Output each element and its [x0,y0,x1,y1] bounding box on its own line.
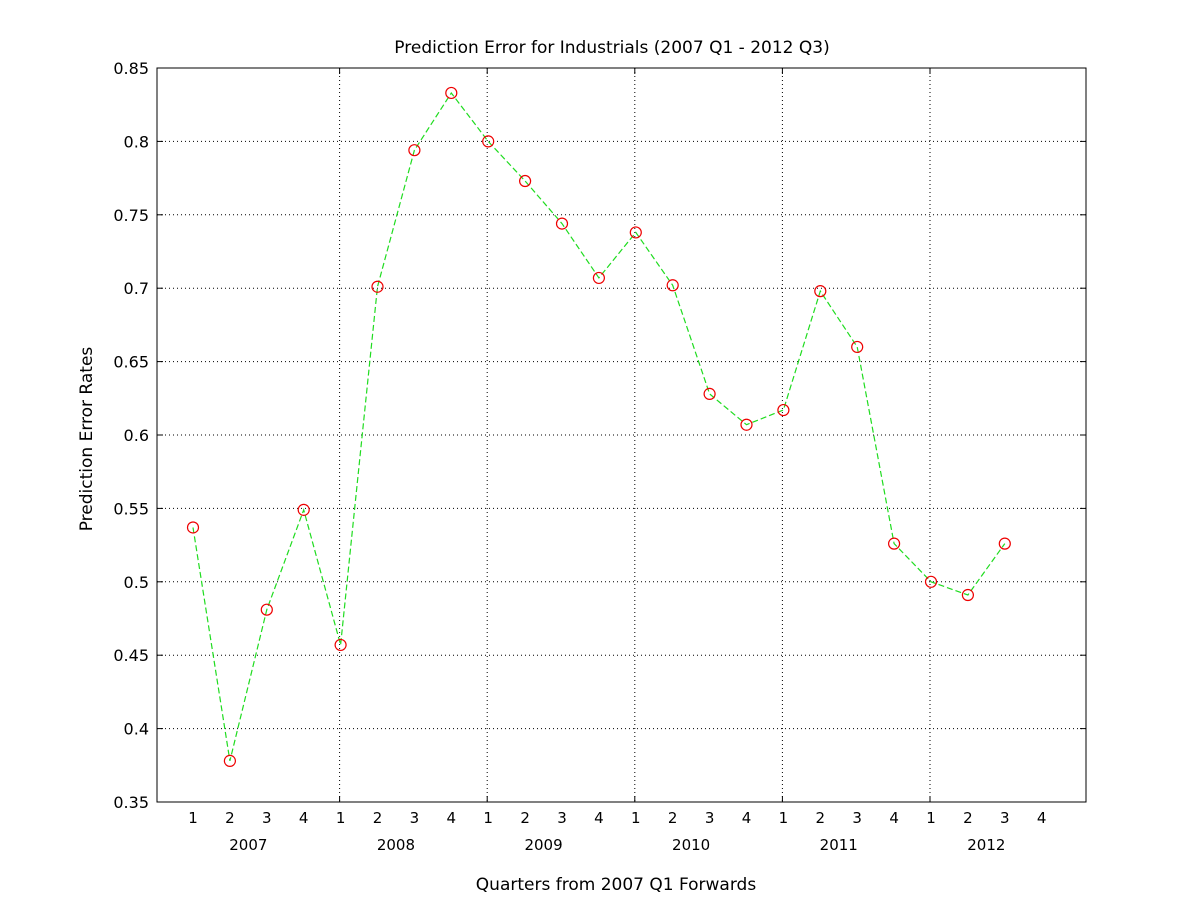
y-tick-label: 0.6 [124,426,149,445]
x-tick-label: 2 [373,809,383,827]
x-tick-label: 1 [336,809,346,827]
x-axis-label: Quarters from 2007 Q1 Forwards [476,875,757,895]
x-tick-label: 2 [963,809,973,827]
x-tick-label: 4 [594,809,604,827]
y-axis-label: Prediction Error Rates [77,347,97,532]
x-tick-label: 1 [779,809,789,827]
x-tick-label: 1 [926,809,936,827]
x-tick-label: 3 [410,809,420,827]
x-tick-label: 3 [1000,809,1010,827]
x-tick-label: 1 [483,809,493,827]
data-point [223,754,236,767]
x-axis-ticks: 1 2 3 4 1 2 3 4 1 2 3 4 1 2 3 4 1 2 3 4 1 2 3 4 [188,68,1046,827]
data-point [555,217,569,230]
year-label: 2011 [820,836,858,854]
x-tick-label: 4 [889,809,899,827]
data-point [186,521,200,534]
y-tick-label: 0.85 [113,59,149,78]
data-point [924,575,938,588]
y-tick-label: 0.7 [124,279,149,298]
data-point [408,144,421,157]
data-point [887,537,901,550]
data-point [703,387,716,400]
y-tick-label: 0.4 [124,720,149,739]
data-series [186,86,1011,767]
year-labels: 2007 2008 2009 2010 2011 2012 [229,836,1005,854]
data-point [297,503,310,516]
data-point [371,280,384,293]
x-tick-label: 1 [188,809,198,827]
y-tick-label: 0.5 [124,573,149,592]
x-tick-label: 2 [225,809,235,827]
plot-frame [156,67,1087,803]
y-axis-ticks: 0.35 0.4 0.45 0.5 0.55 0.6 0.65 0.7 0.75 0.8 0.85 [113,59,1086,812]
y-tick-label: 0.35 [113,793,149,812]
data-point [629,226,642,239]
x-tick-label: 4 [299,809,309,827]
data-point [998,537,1011,550]
x-tick-label: 2 [816,809,826,827]
data-point [740,418,753,431]
year-label: 2009 [524,836,562,854]
y-tick-label: 0.65 [113,353,149,372]
data-point [961,588,975,602]
x-tick-label: 4 [742,809,752,827]
x-tick-label: 2 [668,809,678,827]
x-tick-label: 3 [705,809,715,827]
x-tick-label: 4 [1037,809,1047,827]
data-point [814,285,827,298]
year-label: 2012 [967,836,1005,854]
data-point [334,638,347,652]
year-label: 2007 [229,836,267,854]
x-tick-label: 3 [557,809,567,827]
data-point [592,271,606,285]
y-tick-label: 0.75 [113,206,149,225]
data-point [666,279,679,292]
x-tick-label: 4 [447,809,457,827]
data-point [445,86,458,100]
data-point [260,603,273,616]
chart-title: Prediction Error for Industrials (2007 Q… [394,38,829,58]
y-tick-label: 0.8 [124,132,149,151]
series-line [192,91,1006,762]
data-point [777,403,790,417]
year-label: 2008 [377,836,415,854]
grid [157,68,1086,802]
y-tick-label: 0.45 [113,646,149,665]
x-tick-label: 3 [852,809,862,827]
year-label: 2010 [672,836,710,854]
x-tick-label: 1 [631,809,641,827]
y-tick-label: 0.55 [113,499,149,518]
x-tick-label: 3 [262,809,272,827]
data-point [851,340,864,354]
data-point [518,174,532,188]
data-point [482,135,495,148]
x-tick-label: 2 [520,809,530,827]
